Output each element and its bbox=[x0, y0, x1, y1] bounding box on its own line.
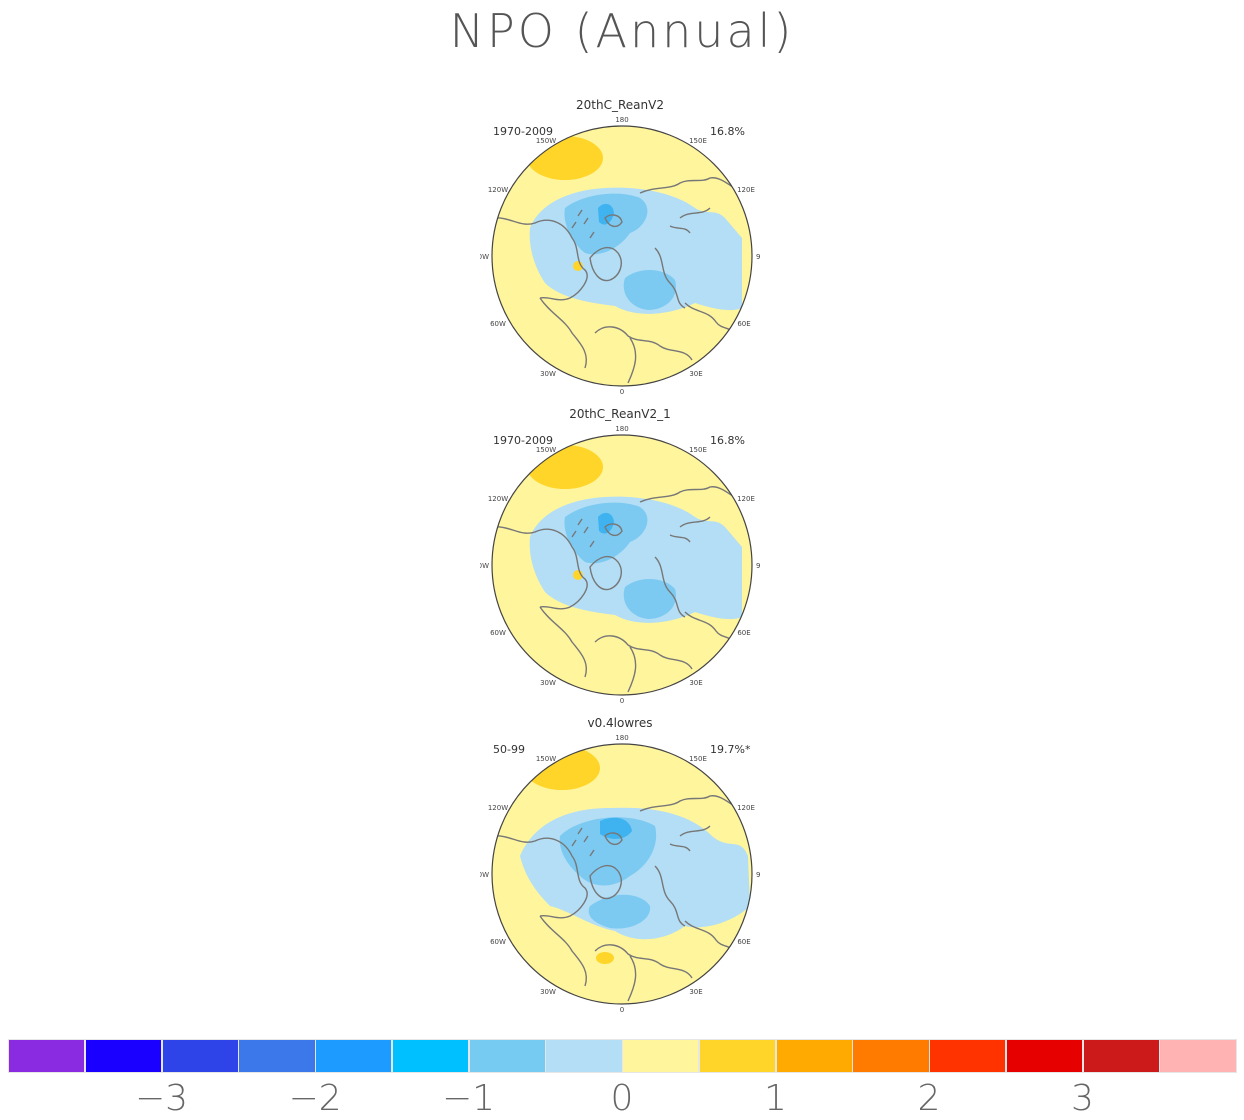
panel-title: 20thC_ReanV2_1 bbox=[569, 407, 671, 421]
lon-label: 0 bbox=[620, 697, 624, 705]
lon-label: 150E bbox=[689, 755, 707, 763]
lon-label: 30E bbox=[689, 370, 702, 378]
colorbar-tick-label: −1 bbox=[441, 1078, 496, 1119]
moderate-negative-anomaly bbox=[623, 269, 676, 310]
period-label: 50-99 bbox=[493, 743, 525, 756]
colorbar-swatch bbox=[1005, 1039, 1083, 1073]
panel-title: v0.4lowres bbox=[587, 716, 653, 730]
polar-map: 180 0 90W 90E 150W 120W 60W 30W 150E 120… bbox=[480, 116, 760, 396]
map-boundary bbox=[491, 434, 753, 696]
lon-label: 90E bbox=[756, 562, 760, 570]
colorbar-tick-label: 0 bbox=[610, 1078, 634, 1119]
moderate-negative-anomaly bbox=[623, 578, 676, 619]
longitude-labels: 180 0 90W 90E 150W 120W 60W 30W 150E 120… bbox=[480, 116, 760, 396]
lon-label: 150E bbox=[689, 446, 707, 454]
lon-label: 90W bbox=[480, 562, 489, 570]
lon-label: 60W bbox=[490, 938, 506, 946]
colorbar-swatch bbox=[8, 1039, 86, 1073]
lon-label: 120W bbox=[488, 804, 508, 812]
strong-negative-anomaly bbox=[598, 512, 614, 534]
lon-label: 120W bbox=[488, 495, 508, 503]
lon-label: 90E bbox=[756, 871, 760, 879]
lon-label: 30W bbox=[540, 679, 556, 687]
lon-label: 150W bbox=[536, 755, 556, 763]
moderate-negative-anomaly bbox=[559, 817, 657, 886]
panel-title: 20thC_ReanV2 bbox=[576, 98, 664, 112]
lon-label: 30E bbox=[689, 679, 702, 687]
lon-label: 60E bbox=[737, 629, 750, 637]
lon-label: 120E bbox=[737, 186, 755, 194]
colorbar-swatch bbox=[161, 1039, 239, 1073]
variance-label: 16.8% bbox=[710, 125, 745, 138]
lon-label: 90W bbox=[480, 253, 489, 261]
lon-label: 90W bbox=[480, 871, 489, 879]
colorbar bbox=[8, 1039, 1237, 1073]
strong-negative-anomaly bbox=[598, 203, 614, 225]
colorbar-swatch bbox=[698, 1039, 776, 1073]
colorbar-swatch bbox=[315, 1039, 393, 1073]
colorbar-swatch bbox=[929, 1039, 1007, 1073]
period-label: 1970-2009 bbox=[493, 125, 553, 138]
polar-map: 180 0 90W 90E 150W 120W 60W 30W 150E 120… bbox=[480, 734, 760, 1014]
map-boundary bbox=[491, 125, 753, 387]
map-boundary bbox=[491, 743, 753, 1005]
map-panel: 180 0 90W 90E 150W 120W 60W 30W 150E 120… bbox=[480, 98, 760, 398]
lon-label: 30W bbox=[540, 370, 556, 378]
coastlines bbox=[492, 177, 743, 384]
lon-label: 150W bbox=[536, 446, 556, 454]
coastlines bbox=[492, 795, 743, 1002]
lon-label: 120W bbox=[488, 186, 508, 194]
strong-positive-anomaly bbox=[524, 746, 600, 790]
lon-label: 30W bbox=[540, 988, 556, 996]
colorbar-tick-label: 2 bbox=[917, 1078, 941, 1119]
period-label: 1970-2009 bbox=[493, 434, 553, 447]
map-panel: 180 0 90W 90E 150W 120W 60W 30W 150E 120… bbox=[480, 716, 760, 1016]
longitude-labels: 180 0 90W 90E 150W 120W 60W 30W 150E 120… bbox=[480, 734, 760, 1014]
coastlines bbox=[492, 486, 743, 693]
colorbar-swatch bbox=[391, 1039, 469, 1073]
colorbar-tick-label: 3 bbox=[1071, 1078, 1094, 1119]
colorbar-swatch bbox=[775, 1039, 853, 1073]
lon-label: 150E bbox=[689, 137, 707, 145]
variance-label: 16.8% bbox=[710, 434, 745, 447]
longitude-labels: 180 0 90W 90E 150W 120W 60W 30W 150E 120… bbox=[480, 425, 760, 705]
lon-label: 0 bbox=[620, 1006, 624, 1014]
colorbar-swatch bbox=[238, 1039, 316, 1073]
lon-label: 60E bbox=[737, 938, 750, 946]
lon-label: 180 bbox=[615, 734, 628, 742]
lon-label: 0 bbox=[620, 388, 624, 396]
lon-label: 180 bbox=[615, 116, 628, 124]
polar-map: 180 0 90W 90E 150W 120W 60W 30W 150E 120… bbox=[480, 425, 760, 705]
colorbar-tick-label: −3 bbox=[134, 1078, 189, 1119]
lon-label: 90E bbox=[756, 253, 760, 261]
colorbar-swatch bbox=[545, 1039, 623, 1073]
lon-label: 60W bbox=[490, 629, 506, 637]
colorbar-tick-label: −2 bbox=[288, 1078, 342, 1119]
lon-label: 60E bbox=[737, 320, 750, 328]
colorbar-swatch bbox=[84, 1039, 162, 1073]
colorbar-swatch bbox=[622, 1039, 700, 1073]
variance-label: 19.7%* bbox=[710, 743, 751, 756]
main-title: NPO (Annual) bbox=[449, 4, 795, 58]
colorbar-swatch bbox=[468, 1039, 546, 1073]
lon-label: 150W bbox=[536, 137, 556, 145]
colorbar-swatch bbox=[1159, 1039, 1237, 1073]
lon-label: 60W bbox=[490, 320, 506, 328]
moderate-negative-anomaly bbox=[588, 894, 651, 929]
colorbar-swatch bbox=[852, 1039, 930, 1073]
lon-label: 120E bbox=[737, 495, 755, 503]
map-panel: 180 0 90W 90E 150W 120W 60W 30W 150E 120… bbox=[480, 407, 760, 707]
colorbar-tick-label: 1 bbox=[764, 1078, 787, 1119]
lon-label: 120E bbox=[737, 804, 755, 812]
lon-label: 180 bbox=[615, 425, 628, 433]
lon-label: 30E bbox=[689, 988, 702, 996]
colorbar-swatch bbox=[1082, 1039, 1160, 1073]
